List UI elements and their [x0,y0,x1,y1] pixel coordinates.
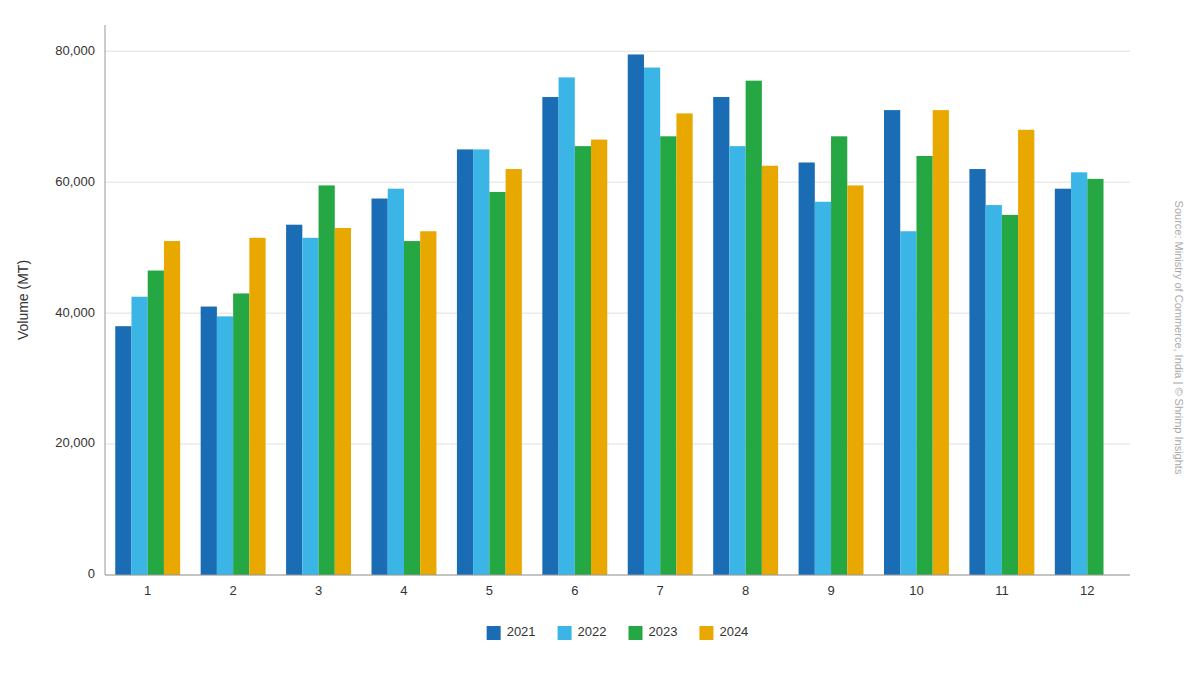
bar [302,238,318,575]
bar [457,149,473,575]
bar [388,189,404,575]
x-tick-label: 7 [657,583,664,598]
legend-label: 2023 [649,624,678,639]
y-axis-label: Volume (MT) [15,260,31,340]
bar [713,97,729,575]
bar [969,169,985,575]
bar [217,316,233,575]
grid-line [105,575,1130,576]
legend: 2021 2022 2023 2024 [487,624,749,640]
legend-label: 2022 [578,624,607,639]
bar [404,241,420,575]
bar [286,225,302,575]
chart: 020,00040,00060,00080,000123456789101112… [0,0,1200,675]
y-tick-label: 0 [88,566,95,581]
bar [201,307,217,575]
bar [233,293,249,575]
y-tick-label: 80,000 [55,43,95,58]
bar [473,149,489,575]
x-tick-label: 1 [144,583,151,598]
bar [1087,179,1103,575]
legend-label: 2021 [507,624,536,639]
bar [131,297,147,575]
bar [746,81,762,575]
x-tick-label: 9 [827,583,834,598]
bar [1018,130,1034,575]
bar [559,77,575,575]
bar [335,228,351,575]
bar [591,140,607,575]
bar [986,205,1002,575]
legend-swatch [487,626,501,640]
bar [319,185,335,575]
bar [933,110,949,575]
bar [831,136,847,575]
bar [506,169,522,575]
bar [847,185,863,575]
bar [148,271,164,575]
bar [575,146,591,575]
x-tick-label: 3 [315,583,322,598]
bar [815,202,831,575]
bar [115,326,131,575]
bar [628,54,644,575]
legend-swatch [629,626,643,640]
bar [1071,172,1087,575]
legend-swatch [558,626,572,640]
grid [105,51,1130,575]
bar [542,97,558,575]
legend-swatch [699,626,713,640]
legend-item: 2021 [487,624,536,640]
bar [1055,189,1071,575]
bar [372,199,388,575]
x-tick-label: 6 [571,583,578,598]
legend-item: 2024 [699,624,748,640]
bar [420,231,436,575]
x-tick-label: 10 [909,583,923,598]
legend-item: 2022 [558,624,607,640]
x-tick-label: 5 [486,583,493,598]
x-tick-label: 11 [995,583,1009,598]
bar [799,163,815,576]
x-tick-label: 12 [1080,583,1094,598]
legend-item: 2023 [629,624,678,640]
bar [644,68,660,575]
x-tick-label: 2 [230,583,237,598]
legend-label: 2024 [719,624,748,639]
y-axis-line [105,25,106,575]
bar [1002,215,1018,575]
bar [900,231,916,575]
bar [729,146,745,575]
bar [676,113,692,575]
bar [916,156,932,575]
x-axis-line [105,575,1130,576]
y-tick-label: 20,000 [55,435,95,450]
x-tick-label: 8 [742,583,749,598]
bar [164,241,180,575]
grid-line [105,51,1130,52]
bar [660,136,676,575]
bar [489,192,505,575]
bar [249,238,265,575]
y-tick-label: 40,000 [55,305,95,320]
bar [884,110,900,575]
y-tick-label: 60,000 [55,174,95,189]
bars [115,54,1103,575]
source-text: Source: Ministry of Commerce, India | © … [1173,201,1185,475]
bar [762,166,778,575]
x-tick-label: 4 [400,583,407,598]
